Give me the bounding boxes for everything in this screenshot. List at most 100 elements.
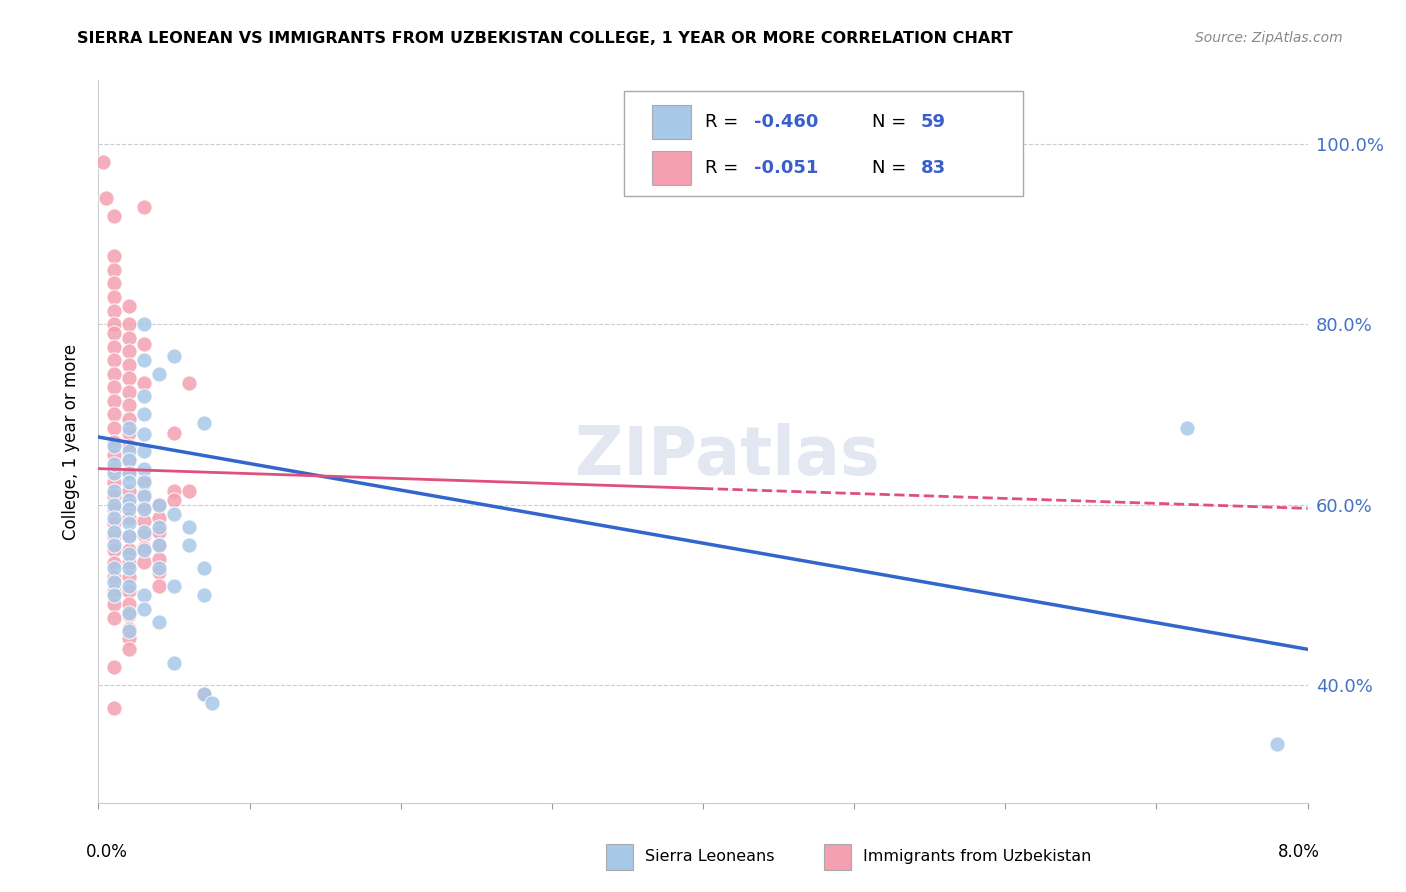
Point bbox=[132, 514, 155, 528]
Point bbox=[132, 376, 155, 390]
Point bbox=[103, 353, 125, 368]
Point bbox=[118, 344, 141, 359]
Point bbox=[179, 484, 201, 499]
Point bbox=[201, 697, 224, 711]
Point bbox=[103, 557, 125, 571]
Point bbox=[103, 524, 125, 539]
Point bbox=[118, 452, 141, 467]
Point bbox=[103, 538, 125, 552]
Point bbox=[132, 389, 155, 403]
Point bbox=[148, 579, 170, 593]
Bar bbox=[824, 845, 851, 870]
Point bbox=[103, 380, 125, 394]
Point bbox=[118, 570, 141, 584]
Point bbox=[148, 520, 170, 534]
Point bbox=[118, 425, 141, 440]
Point bbox=[118, 412, 141, 426]
Point bbox=[132, 443, 155, 458]
Point bbox=[118, 466, 141, 480]
FancyBboxPatch shape bbox=[624, 91, 1024, 196]
Point bbox=[132, 337, 155, 351]
Point bbox=[103, 209, 125, 223]
Point bbox=[118, 466, 141, 480]
Point bbox=[103, 498, 125, 512]
Point bbox=[103, 457, 125, 471]
Point bbox=[118, 484, 141, 499]
Point bbox=[148, 615, 170, 630]
Text: 8.0%: 8.0% bbox=[1278, 843, 1320, 861]
Point bbox=[179, 376, 201, 390]
Point bbox=[103, 249, 125, 263]
Point bbox=[132, 588, 155, 602]
Point bbox=[118, 498, 141, 512]
Point bbox=[118, 597, 141, 611]
Text: 0.0%: 0.0% bbox=[86, 843, 128, 861]
Point bbox=[118, 511, 141, 525]
Point bbox=[148, 552, 170, 566]
Point bbox=[148, 538, 170, 552]
Point bbox=[103, 326, 125, 340]
Point bbox=[1267, 737, 1289, 751]
Point bbox=[132, 527, 155, 541]
Point bbox=[118, 529, 141, 543]
Text: Sierra Leoneans: Sierra Leoneans bbox=[645, 849, 775, 864]
Point bbox=[103, 439, 125, 453]
Point bbox=[118, 493, 141, 508]
Point bbox=[103, 484, 125, 499]
Bar bbox=[652, 151, 690, 186]
Point bbox=[132, 487, 155, 501]
Point bbox=[118, 502, 141, 516]
Text: SIERRA LEONEAN VS IMMIGRANTS FROM UZBEKISTAN COLLEGE, 1 YEAR OR MORE CORRELATION: SIERRA LEONEAN VS IMMIGRANTS FROM UZBEKI… bbox=[77, 31, 1014, 46]
Point bbox=[132, 317, 155, 331]
Point bbox=[103, 340, 125, 354]
Text: R =: R = bbox=[706, 159, 744, 177]
Point bbox=[132, 353, 155, 368]
Point bbox=[193, 588, 215, 602]
Point bbox=[193, 417, 215, 431]
Point bbox=[132, 200, 155, 214]
Point bbox=[132, 541, 155, 555]
Point bbox=[148, 498, 170, 512]
Point bbox=[148, 367, 170, 381]
Point bbox=[91, 154, 114, 169]
Point bbox=[103, 542, 125, 557]
Text: 59: 59 bbox=[921, 113, 946, 131]
Point bbox=[103, 701, 125, 715]
Point bbox=[118, 516, 141, 530]
Text: N =: N = bbox=[872, 159, 912, 177]
Point bbox=[163, 493, 186, 508]
Point bbox=[148, 524, 170, 539]
Point bbox=[103, 570, 125, 584]
Point bbox=[118, 548, 141, 562]
Point bbox=[118, 399, 141, 413]
Point bbox=[118, 579, 141, 593]
Point bbox=[163, 349, 186, 363]
Point bbox=[103, 263, 125, 277]
Point bbox=[179, 520, 201, 534]
Point bbox=[118, 557, 141, 571]
Point bbox=[103, 475, 125, 490]
Point bbox=[103, 448, 125, 462]
Point bbox=[193, 687, 215, 701]
Point bbox=[118, 331, 141, 345]
Point bbox=[163, 507, 186, 521]
Point bbox=[103, 393, 125, 408]
Point bbox=[118, 317, 141, 331]
Y-axis label: College, 1 year or more: College, 1 year or more bbox=[62, 343, 80, 540]
Point bbox=[94, 191, 117, 205]
Point bbox=[132, 427, 155, 442]
Point bbox=[193, 687, 215, 701]
Point bbox=[132, 502, 155, 516]
Point bbox=[118, 443, 141, 458]
Point bbox=[103, 597, 125, 611]
Point bbox=[103, 303, 125, 318]
Point bbox=[163, 425, 186, 440]
Text: Immigrants from Uzbekistan: Immigrants from Uzbekistan bbox=[863, 849, 1091, 864]
Point bbox=[103, 277, 125, 291]
Point bbox=[103, 434, 125, 449]
Point bbox=[118, 607, 141, 622]
Point bbox=[118, 452, 141, 467]
Point bbox=[103, 529, 125, 543]
Point bbox=[179, 538, 201, 552]
Point bbox=[118, 542, 141, 557]
